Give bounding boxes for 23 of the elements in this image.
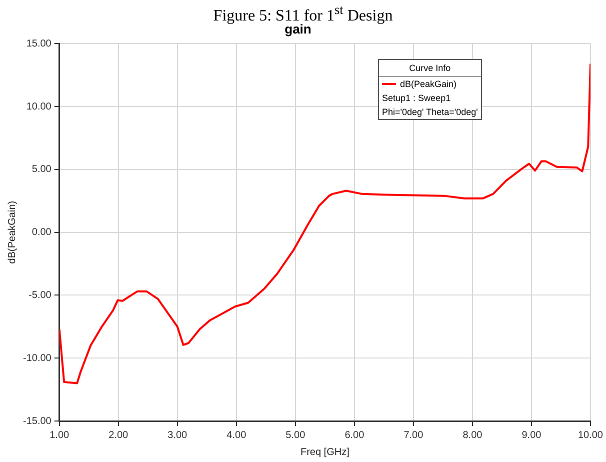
x-tick-label: 1.00 [50, 430, 70, 441]
y-tick-label: 5.00 [32, 164, 52, 176]
x-tick-label: 3.00 [168, 430, 188, 441]
legend-label: dB(PeakGain) [399, 78, 458, 91]
x-axis-title: Freq [GHz] [300, 446, 350, 458]
y-axis-title: dB(PeakGain) [6, 200, 18, 264]
y-tick-label: -15.00 [22, 416, 52, 427]
x-tick-label: 6.00 [344, 430, 365, 441]
y-tick-label: 10.00 [26, 101, 52, 112]
x-tick-label: 4.00 [226, 430, 247, 441]
y-tick-label: -5.00 [28, 290, 52, 301]
legend-title: Curve Info [408, 62, 452, 75]
x-tick-label: 10.00 [578, 430, 604, 441]
x-tick-label: 7.00 [404, 430, 424, 441]
x-tick-label: 5.00 [286, 430, 306, 441]
y-tick-label: 15.00 [26, 38, 52, 50]
annotation: Setup1 : Sweep1 [381, 92, 452, 105]
y-tick-label: -10.00 [22, 352, 52, 364]
x-tick-label: 2.00 [108, 430, 129, 441]
x-tick-label: 8.00 [462, 430, 483, 441]
x-tick-label: 9.00 [522, 430, 542, 441]
annotation: Phi='0deg' Theta='0deg' [381, 106, 479, 119]
y-tick-label: 0.00 [32, 227, 52, 238]
